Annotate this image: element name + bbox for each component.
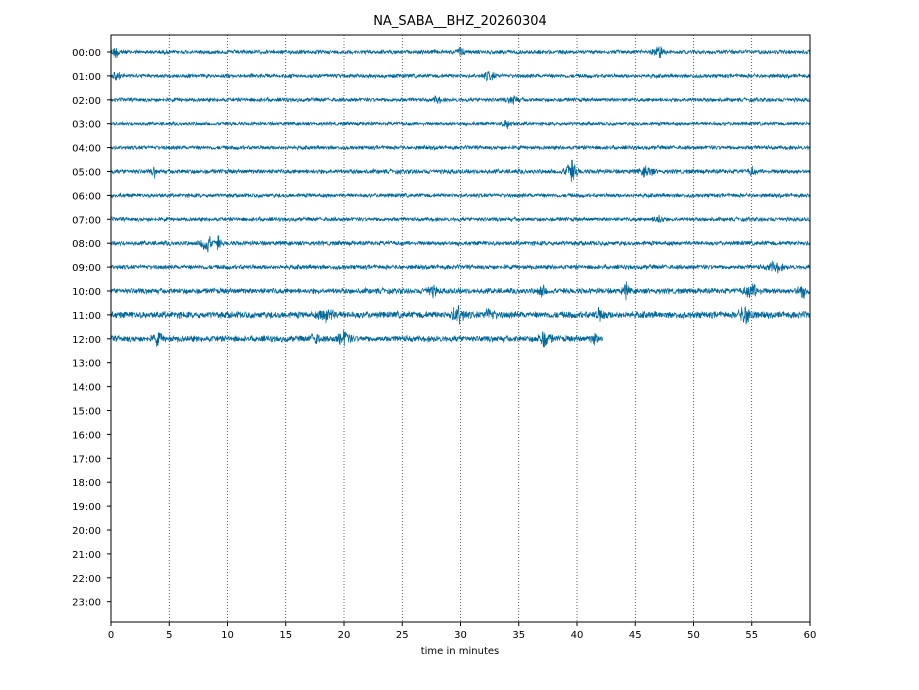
x-tick-label: 10	[221, 630, 234, 641]
x-tick-label: 25	[396, 630, 409, 641]
y-tick-label: 17:00	[72, 454, 101, 465]
y-tick-label: 06:00	[72, 191, 101, 202]
trace-row-0200	[110, 95, 811, 105]
y-tick-label: 20:00	[72, 526, 101, 537]
trace-row-1100	[110, 305, 811, 325]
x-tick-label: 35	[512, 630, 525, 641]
y-tick-label: 09:00	[72, 263, 101, 274]
y-tick-label: 00:00	[72, 48, 101, 59]
x-axis: 0 5 10 15 20 25 30 35 40 45 50 55 60	[108, 622, 817, 641]
y-tick-label: 23:00	[72, 598, 101, 609]
x-tick-label: 60	[804, 630, 817, 641]
trace-row-0900	[110, 260, 811, 274]
trace-row-0100	[110, 70, 811, 82]
trace-row-1200	[110, 329, 603, 348]
x-tick-label: 30	[454, 630, 467, 641]
y-tick-label: 13:00	[72, 359, 101, 370]
x-tick-label: 45	[629, 630, 642, 641]
grid-lines	[168, 35, 753, 622]
y-tick-label: 05:00	[72, 168, 101, 179]
y-tick-label: 03:00	[72, 120, 101, 131]
trace-row-0400	[110, 144, 811, 151]
y-tick-label: 18:00	[72, 478, 101, 489]
x-tick-label: 50	[687, 630, 700, 641]
trace-row-1000	[110, 281, 811, 301]
y-tick-label: 15:00	[72, 407, 101, 418]
x-tick-label: 20	[338, 630, 351, 641]
y-tick-label: 04:00	[72, 144, 101, 155]
x-tick-label: 0	[108, 630, 114, 641]
x-tick-label: 55	[745, 630, 758, 641]
y-tick-label: 11:00	[72, 311, 101, 322]
trace-row-0000	[110, 46, 811, 59]
trace-group	[110, 46, 811, 348]
x-tick-label: 15	[279, 630, 292, 641]
chart-title: NA_SABA__BHZ_20260304	[373, 14, 547, 29]
x-tick-label: 5	[166, 630, 172, 641]
y-tick-label: 21:00	[72, 550, 101, 561]
trace-row-0300	[110, 120, 811, 129]
y-tick-label: 01:00	[72, 72, 101, 83]
y-tick-label: 12:00	[72, 335, 101, 346]
y-tick-label: 02:00	[72, 96, 101, 107]
y-tick-label: 07:00	[72, 215, 101, 226]
y-tick-label: 19:00	[72, 502, 101, 513]
y-tick-label: 22:00	[72, 574, 101, 585]
y-tick-label: 16:00	[72, 430, 101, 441]
trace-row-0800	[110, 235, 811, 253]
trace-row-0700	[110, 214, 811, 223]
x-axis-label: time in minutes	[421, 646, 500, 657]
y-tick-label: 08:00	[72, 239, 101, 250]
y-tick-label: 14:00	[72, 383, 101, 394]
y-tick-label: 10:00	[72, 287, 101, 298]
x-tick-label: 40	[571, 630, 584, 641]
trace-row-0500	[110, 159, 811, 183]
y-axis: 00:00 01:00 02:00 03:00 04:00 05:00 06:00 07:00…	[72, 48, 111, 609]
trace-row-0600	[110, 192, 811, 199]
